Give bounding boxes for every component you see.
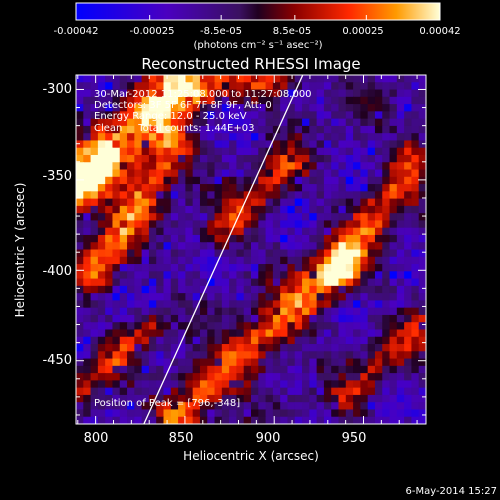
axis-ticks — [76, 75, 426, 424]
colorbar-tick-label: 0.00025 — [342, 26, 383, 37]
solar-limb-line — [143, 75, 304, 424]
heatmap-image — [76, 75, 426, 424]
chart-title: Reconstructed RHESSI Image — [141, 55, 360, 73]
colorbar-ticks — [75, 15, 441, 20]
colorbar-unit-label: (photons cm⁻² s⁻¹ asec⁻²) — [193, 40, 322, 51]
colorbar-tick-label: -8.5e-05 — [200, 26, 242, 37]
y-tick-label: -300 — [42, 82, 72, 97]
y-tick-label: -400 — [42, 264, 72, 279]
y-tick-label: -350 — [42, 169, 72, 184]
plot-frame — [75, 74, 427, 425]
colorbar-tick-label: -0.00025 — [130, 26, 175, 37]
x-tick-label: 850 — [169, 431, 194, 446]
peak-position-label: Position of Peak = [796,-348] — [94, 398, 240, 409]
annotation-detectors: Detectors: 3F 5F 6F 7F 8F 9F, Att: 0 — [94, 100, 272, 111]
x-tick-label: 800 — [84, 431, 109, 446]
annotation-time-range: 30-Mar-2012 11:25:08.000 to 11:27:08.000 — [94, 89, 312, 100]
x-tick-label: 900 — [256, 431, 281, 446]
colorbar — [75, 2, 441, 21]
colorbar-tick-label: 8.5e-05 — [273, 26, 311, 37]
x-tick-label: 950 — [342, 431, 367, 446]
annotation-energy-range: Energy Range: 12.0 - 25.0 keV — [94, 111, 247, 122]
footer-date: 6-May-2014 15:27 — [405, 486, 497, 497]
colorbar-tick-label: -0.00042 — [54, 26, 99, 37]
x-axis-label: Heliocentric X (arcsec) — [183, 449, 319, 463]
y-tick-label: -450 — [42, 353, 72, 368]
colorbar-tick-label: 0.00042 — [419, 26, 460, 37]
annotation-counts: Clean Total counts: 1.44E+03 — [94, 123, 254, 134]
y-axis-label: Heliocentric Y (arcsec) — [13, 183, 27, 318]
